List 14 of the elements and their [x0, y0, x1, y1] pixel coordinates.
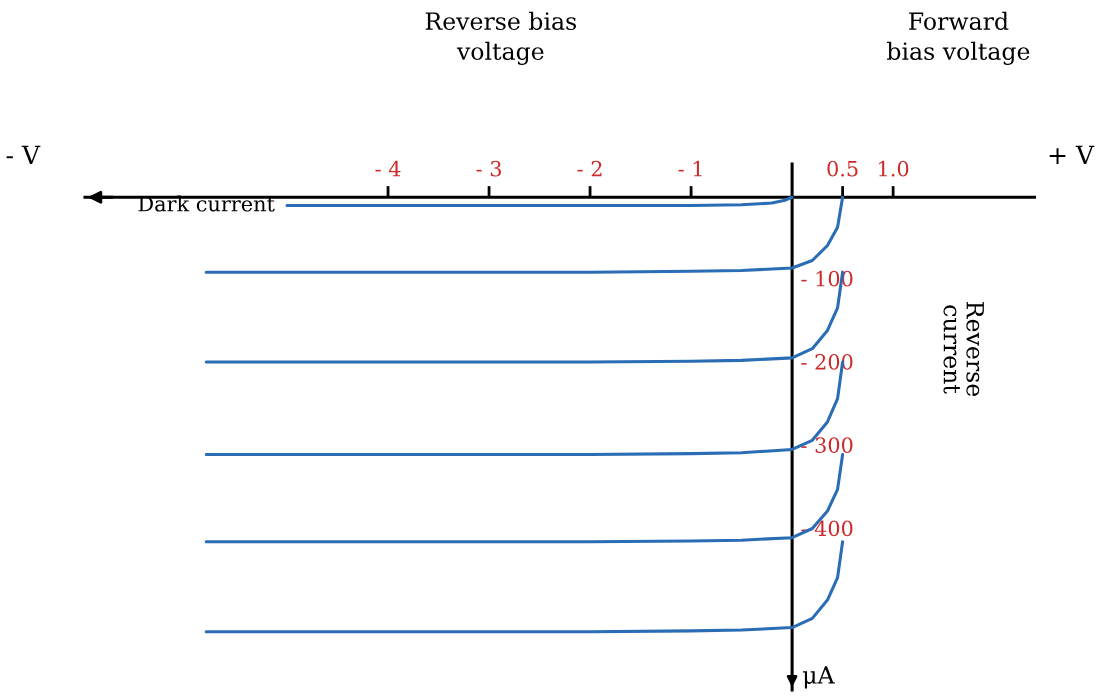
y-tick-label: - 300: [801, 437, 853, 453]
x-tick-label: - 2: [577, 160, 602, 177]
text: - V: [6, 145, 41, 164]
x-tick-label: 0.5: [827, 160, 858, 177]
annotation: μA: [803, 666, 835, 689]
x-tick-label: - 3: [476, 160, 501, 177]
x-tick-label: - 4: [375, 160, 401, 177]
y-tick-label: - 200: [801, 354, 853, 370]
x-tick-label: 1.0: [879, 160, 909, 177]
text: + V: [1049, 145, 1095, 164]
x-tick-label: - 1: [678, 160, 702, 177]
y-axis-title: Reverse current: [943, 302, 984, 397]
text: Forward bias voltage: [887, 11, 1030, 65]
text: Reverse bias voltage: [425, 11, 576, 65]
